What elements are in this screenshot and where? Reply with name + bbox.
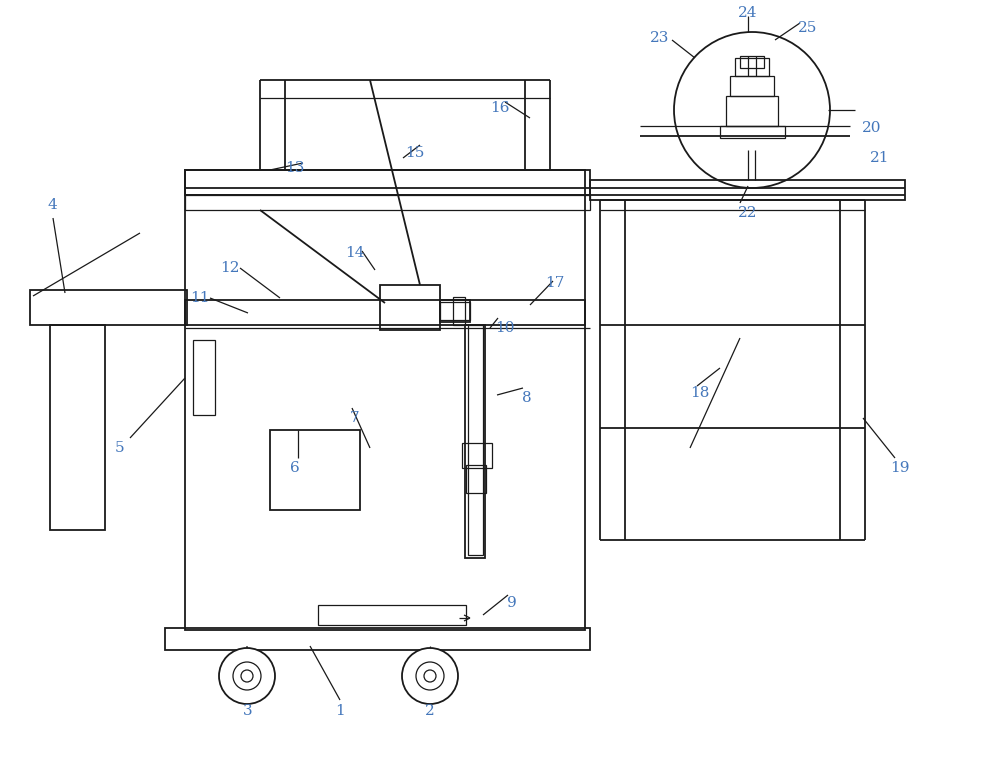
Bar bbox=[590, 180, 905, 200]
Bar bbox=[726, 96, 778, 126]
Text: 11: 11 bbox=[190, 291, 210, 305]
Bar bbox=[185, 170, 585, 630]
Bar bbox=[193, 340, 215, 415]
Text: 14: 14 bbox=[345, 246, 365, 260]
Bar bbox=[465, 325, 485, 558]
Bar bbox=[165, 628, 590, 650]
Text: 25: 25 bbox=[798, 21, 818, 35]
Text: 4: 4 bbox=[47, 198, 57, 212]
Bar bbox=[720, 126, 785, 138]
Bar bbox=[462, 443, 492, 468]
Bar bbox=[440, 300, 470, 322]
Bar bbox=[453, 297, 465, 325]
Bar bbox=[380, 285, 440, 330]
Text: 6: 6 bbox=[290, 461, 300, 475]
Text: 7: 7 bbox=[350, 411, 360, 425]
Text: 21: 21 bbox=[870, 151, 890, 165]
Text: 1: 1 bbox=[335, 704, 345, 718]
Bar bbox=[185, 170, 590, 195]
Text: 22: 22 bbox=[738, 206, 758, 220]
Bar bbox=[185, 300, 585, 325]
Text: 23: 23 bbox=[650, 31, 670, 45]
Text: 8: 8 bbox=[522, 391, 532, 405]
Text: 3: 3 bbox=[243, 704, 253, 718]
Circle shape bbox=[424, 670, 436, 682]
Bar bbox=[318, 605, 466, 625]
Text: 20: 20 bbox=[862, 121, 882, 135]
Text: 17: 17 bbox=[545, 276, 565, 290]
Circle shape bbox=[416, 662, 444, 690]
Bar bbox=[30, 290, 187, 325]
Text: 10: 10 bbox=[495, 321, 515, 335]
Bar bbox=[270, 430, 360, 510]
Bar bbox=[185, 195, 590, 210]
Circle shape bbox=[241, 670, 253, 682]
Text: 2: 2 bbox=[425, 704, 435, 718]
Circle shape bbox=[402, 648, 458, 704]
Bar bbox=[730, 76, 774, 96]
Text: 16: 16 bbox=[490, 101, 510, 115]
Text: 13: 13 bbox=[285, 161, 305, 175]
Text: 5: 5 bbox=[115, 441, 125, 455]
Text: 18: 18 bbox=[690, 386, 710, 400]
Circle shape bbox=[233, 662, 261, 690]
Bar bbox=[468, 325, 483, 555]
Bar bbox=[50, 325, 105, 530]
Text: 12: 12 bbox=[220, 261, 240, 275]
Bar bbox=[466, 465, 486, 493]
Bar bbox=[735, 58, 769, 76]
Text: 15: 15 bbox=[405, 146, 425, 160]
Circle shape bbox=[219, 648, 275, 704]
Bar bbox=[440, 302, 470, 320]
Text: 24: 24 bbox=[738, 6, 758, 20]
Text: 9: 9 bbox=[507, 596, 517, 610]
Text: 19: 19 bbox=[890, 461, 910, 475]
Bar bbox=[740, 56, 764, 68]
